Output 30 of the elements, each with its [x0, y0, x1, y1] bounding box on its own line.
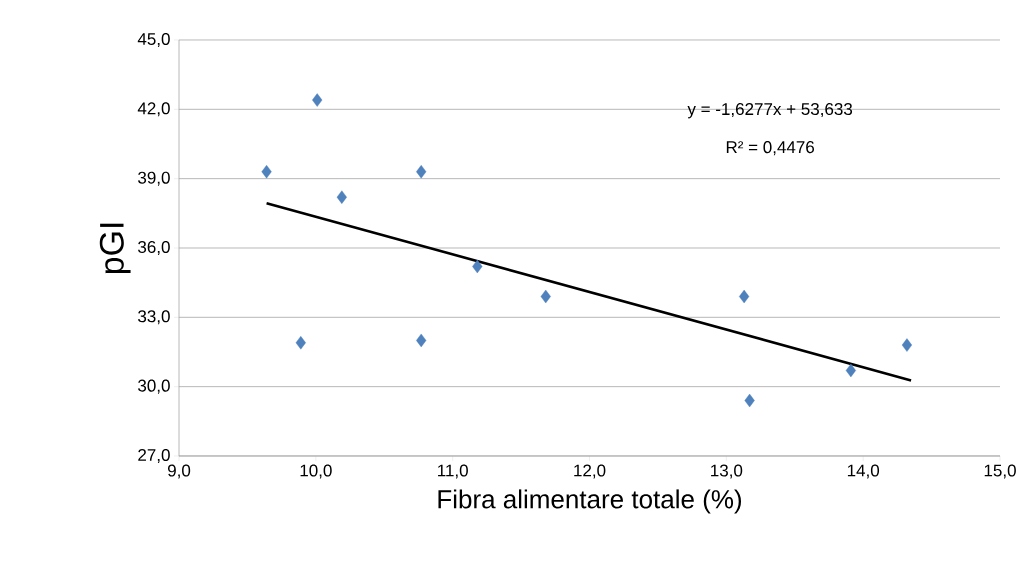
x-tick-label: 10,0 [300, 464, 332, 479]
x-tick-label: 12,0 [574, 464, 606, 479]
y-tick-label: 30,0 [138, 379, 170, 394]
annotation: y = -1,6277x + 53,633 [687, 103, 853, 119]
point [261, 165, 272, 179]
y-axis-title: pGI [99, 223, 131, 274]
annotation: R² = 0,4476 [726, 141, 815, 156]
y-tick-label: 27,0 [138, 448, 170, 463]
point [540, 289, 551, 304]
x-tick-label: 13,0 [711, 464, 743, 479]
point [336, 190, 347, 204]
point [845, 363, 856, 378]
point [416, 333, 427, 348]
y-tick-label: 36,0 [138, 240, 170, 255]
x-axis-title: Fibra alimentare totale (%) [438, 489, 742, 514]
point [472, 259, 483, 274]
x-tick-label: 15,0 [984, 464, 1016, 479]
y-tick-label: 45,0 [137, 32, 170, 48]
point [312, 93, 323, 107]
point [295, 336, 306, 350]
x-tick-label: 14,0 [847, 464, 880, 479]
x-tick-label: 11,0 [438, 464, 468, 479]
y-tick-label: 39,0 [138, 171, 170, 186]
point [739, 289, 750, 304]
point [901, 338, 913, 352]
y-tick-label: 33,0 [138, 310, 170, 325]
x-tick-label: 9,0 [167, 464, 191, 479]
point [744, 393, 755, 408]
point [416, 165, 427, 179]
y-tick-label: 42,0 [137, 102, 170, 117]
